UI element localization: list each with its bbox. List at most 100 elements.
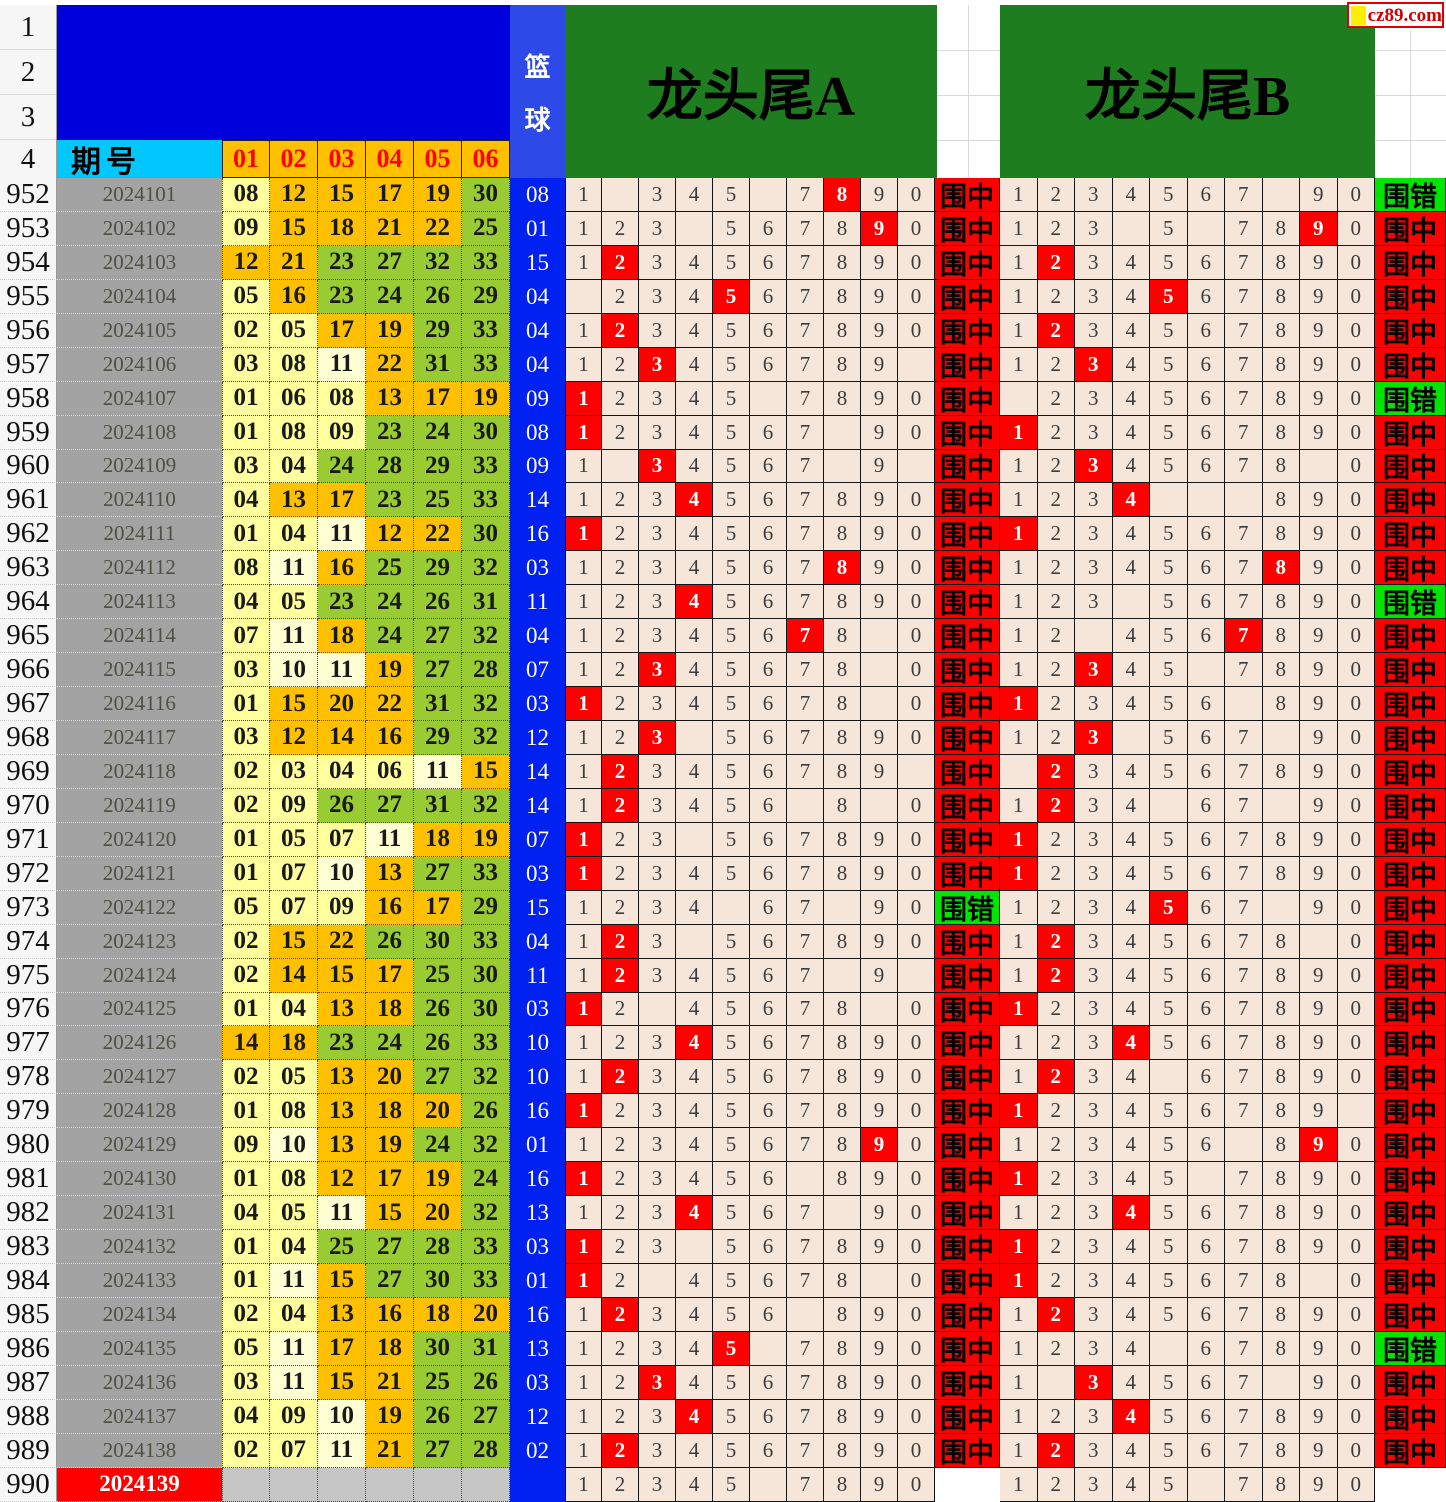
red-ball-cell: 31 <box>414 687 462 721</box>
digit-cell-b: 6 <box>1187 754 1225 789</box>
digit-cell-a <box>824 415 861 450</box>
digit-cell-b <box>1000 381 1038 416</box>
digit-cell-b: 8 <box>1262 1264 1300 1298</box>
red-ball-cell: 21 <box>270 245 318 280</box>
digit-cell-a: 3 <box>639 1128 676 1163</box>
digit-cell-b: 5 <box>1150 721 1188 755</box>
digit-cell-a: 5 <box>713 1060 750 1095</box>
row-label: 2 <box>0 50 56 95</box>
digit-cell-b: 8 <box>1262 483 1300 518</box>
red-ball-cell: 23 <box>318 585 366 620</box>
red-ball-cell: 32 <box>462 721 510 755</box>
digit-cell-a <box>787 1162 824 1197</box>
blue-ball-cell: 07 <box>510 653 565 688</box>
digit-cell-a: 3 <box>639 822 676 857</box>
red-ball-cell: 10 <box>318 856 366 891</box>
digit-cell-a: 0 <box>898 1331 935 1366</box>
table-row: 973 2024122 05 07 09 16 17 29 15 1 2 3 4 6 7 9 0 围错 1 2 3 4 5 6… <box>0 890 1446 925</box>
digit-cell-a: 9 <box>861 1399 898 1434</box>
digit-cell-b: 6 <box>1187 924 1225 959</box>
digit-cell-b: 1 <box>1000 1399 1038 1434</box>
digit-cell-a: 6 <box>750 958 787 993</box>
digit-cell-b: 7 <box>1225 245 1263 280</box>
digit-cell-b: 3 <box>1075 415 1113 450</box>
digit-cell-a: 4 <box>676 1331 713 1366</box>
digit-cell-a: 0 <box>898 585 935 620</box>
digit-cell-a <box>861 653 898 688</box>
digit-cell-b: 0 <box>1337 822 1375 857</box>
red-ball-cell: 17 <box>318 1331 366 1366</box>
digit-cell-b: 7 <box>1225 958 1263 993</box>
digit-cell-a: 8 <box>824 992 861 1027</box>
red-ball-cell: 08 <box>222 551 270 586</box>
digit-cell-a: 1 <box>565 211 602 246</box>
digit-cell-a: 6 <box>750 347 787 382</box>
table-row: 977 2024126 14 18 23 24 26 33 10 1 2 3 4 5 6 7 8 9 0 围中 1 2 3 4… <box>0 1026 1446 1061</box>
digit-cell-b: 1 <box>1000 211 1038 246</box>
digit-cell-a: 0 <box>898 1399 935 1434</box>
digit-cell-b: 3 <box>1075 958 1113 993</box>
digit-cell-a: 3 <box>639 178 676 212</box>
digit-cell-a: 5 <box>713 483 750 518</box>
digit-cell-a: 3 <box>639 1230 676 1264</box>
digit-cell-a: 4 <box>676 958 713 993</box>
digit-cell-b: 7 <box>1225 1162 1263 1197</box>
digit-cell-b: 0 <box>1337 1128 1375 1163</box>
digit-cell-b: 7 <box>1225 551 1263 586</box>
digit-cell-a: 3 <box>639 856 676 891</box>
red-ball-cell: 12 <box>270 721 318 755</box>
digit-cell-b: 6 <box>1187 415 1225 450</box>
red-ball-cell: 08 <box>270 1094 318 1129</box>
digit-cell-a: 1 <box>565 1230 602 1264</box>
digit-cell-b: 0 <box>1337 178 1375 212</box>
digit-cell-a: 9 <box>861 822 898 857</box>
digit-cell-b: 0 <box>1337 449 1375 484</box>
digit-cell-a: 5 <box>713 1264 750 1298</box>
digit-cell-b: 0 <box>1337 585 1375 620</box>
digit-cell-a: 5 <box>713 551 750 586</box>
status-cell-a: 围中 <box>935 1060 1000 1095</box>
digit-cell-b: 7 <box>1225 449 1263 484</box>
red-ball-cell: 19 <box>414 178 462 212</box>
red-ball-cell: 26 <box>414 992 462 1027</box>
red-ball-cell: 26 <box>414 1026 462 1061</box>
red-ball-cell: 13 <box>270 483 318 518</box>
digit-cell-a: 0 <box>898 822 935 857</box>
digit-cell-b: 9 <box>1300 483 1338 518</box>
digit-cell-b: 2 <box>1037 822 1075 857</box>
digit-cell-b: 5 <box>1150 313 1188 348</box>
status-cell-a: 围中 <box>935 178 1000 212</box>
blue-ball-cell: 10 <box>510 1060 565 1095</box>
digit-cell-a: 9 <box>861 449 898 484</box>
digit-cell-a: 1 <box>565 1128 602 1163</box>
site-link[interactable]: cz89.com <box>1347 2 1444 28</box>
red-ball-cell: 27 <box>366 245 414 280</box>
digit-cell-b: 7 <box>1225 415 1263 450</box>
status-cell-a: 围中 <box>935 313 1000 348</box>
digit-cell-a: 5 <box>713 924 750 959</box>
ball-header: 01 <box>222 140 270 178</box>
digit-cell-b: 6 <box>1187 1094 1225 1129</box>
digit-cell-a: 2 <box>602 1433 639 1468</box>
red-ball-cell: 01 <box>222 1094 270 1129</box>
table-row: 952 2024101 08 12 15 17 19 30 08 1 3 4 5 7 8 9 0 围中 1 2 3 4 5 6… <box>0 178 1446 212</box>
table-row: 965 2024114 07 11 18 24 27 32 04 1 2 3 4 5 6 7 8 0 围中 1 2 4 5 6… <box>0 619 1446 654</box>
blue-ball-cell: 03 <box>510 992 565 1027</box>
digit-cell-b: 6 <box>1187 1433 1225 1468</box>
blue-ball-cell: 11 <box>510 958 565 993</box>
digit-cell-b: 4 <box>1112 1128 1150 1163</box>
red-ball-cell: 28 <box>366 449 414 484</box>
red-ball-cell: 19 <box>462 822 510 857</box>
period-cell: 2024114 <box>57 619 222 654</box>
digit-cell-a: 5 <box>713 1331 750 1366</box>
blue-ball-cell: 08 <box>510 415 565 450</box>
red-ball-cell: 30 <box>462 992 510 1027</box>
red-ball-cell: 13 <box>366 856 414 891</box>
digit-cell-a: 9 <box>861 721 898 755</box>
status-cell-b: 围中 <box>1375 1196 1446 1231</box>
digit-cell-b: 2 <box>1037 1128 1075 1163</box>
digit-cell-a: 1 <box>565 1162 602 1197</box>
digit-cell-b: 0 <box>1337 856 1375 891</box>
digit-cell-b <box>1300 924 1338 959</box>
digit-cell-a: 6 <box>750 890 787 925</box>
